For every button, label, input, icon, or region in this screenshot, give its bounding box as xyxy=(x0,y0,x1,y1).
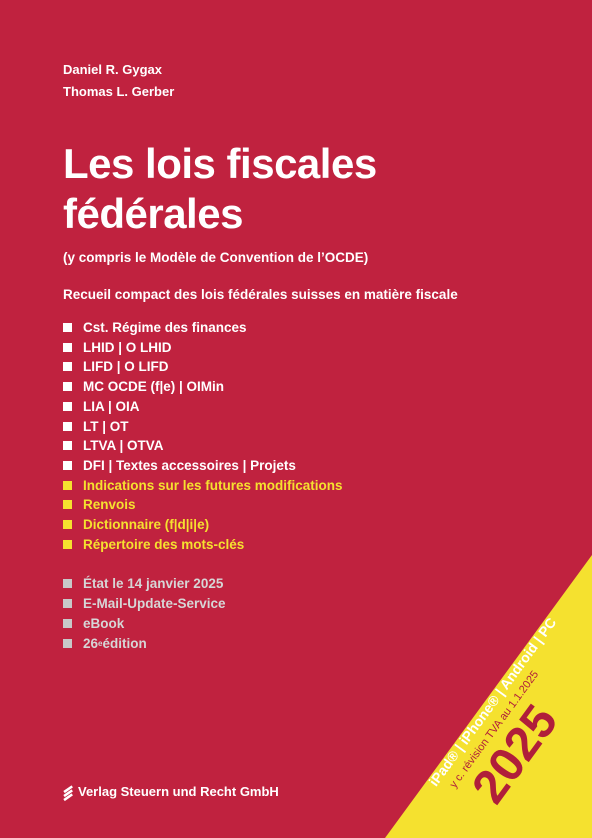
publisher-logo xyxy=(63,785,73,802)
author: Daniel R. Gygax xyxy=(63,62,162,77)
bullet xyxy=(63,638,72,648)
bullet xyxy=(63,441,72,451)
bullet xyxy=(63,382,72,392)
corner-triangle xyxy=(385,555,592,838)
item-text: Cst. Régime des finances xyxy=(83,320,247,335)
bullet xyxy=(63,401,72,411)
title: Les lois fiscales xyxy=(63,140,377,187)
item-text: Indications sur les futures modification… xyxy=(83,477,343,493)
item-text: LIFD | O LIFD xyxy=(83,359,169,375)
list-item: Renvois xyxy=(63,497,136,512)
list-item: DFI | Textes accessoires | Projets xyxy=(63,458,296,473)
list-item: E-Mail-Update-Service xyxy=(63,596,226,611)
item-text: LT | OT xyxy=(83,418,129,434)
bullet xyxy=(63,500,72,510)
item-text: Répertoire des mots-clés xyxy=(83,536,245,552)
list-item: 26 e édition xyxy=(63,636,147,651)
bullet xyxy=(63,579,72,589)
list-item: LHID | O LHID xyxy=(63,340,172,355)
subtitle: (y compris le Modèle de Convention de l’… xyxy=(63,250,369,265)
bullet xyxy=(63,460,72,470)
item-text: eBook xyxy=(83,615,125,631)
list-item: LT | OT xyxy=(63,419,129,434)
item-text: E-Mail-Update-Service xyxy=(83,596,226,612)
bullet xyxy=(63,599,72,609)
bullet xyxy=(63,362,72,372)
bullet xyxy=(63,520,72,529)
item-text: DFI | Textes accessoires | Projets xyxy=(83,457,296,473)
item-text: e xyxy=(98,638,103,648)
bullet xyxy=(63,539,72,549)
list-item: État le 14 janvier 2025 xyxy=(63,576,223,591)
item-text: Renvois xyxy=(83,497,136,513)
list-item: eBook xyxy=(63,616,124,631)
item-text: État le 14 janvier 2025 xyxy=(83,576,224,592)
title: fédérales xyxy=(63,190,243,237)
author: Thomas L. Gerber xyxy=(63,84,175,99)
item-text: Dictionnaire (f|d|i|e) xyxy=(83,517,210,532)
item-text: édition xyxy=(102,635,147,651)
item-text: LHID | O LHID xyxy=(83,339,172,355)
list-item: MC OCDE (f|e) | OIMin xyxy=(63,379,224,394)
item-text: LIA | OIA xyxy=(83,398,140,414)
tagline: Recueil compact des lois fédérales suiss… xyxy=(63,287,458,302)
list-item: Cst. Régime des finances xyxy=(63,320,247,335)
item-text: MC OCDE (f|e) | OIMin xyxy=(83,379,225,395)
bullet xyxy=(63,618,72,628)
list-item: LIFD | O LIFD xyxy=(63,359,169,374)
list-item: Répertoire des mots-clés xyxy=(63,537,244,552)
publisher: Verlag Steuern und Recht GmbH xyxy=(78,784,279,799)
bullet xyxy=(63,342,72,352)
list-item: Indications sur les futures modification… xyxy=(63,478,343,493)
list-item: LIA | OIA xyxy=(63,399,140,414)
list-item: LTVA | OTVA xyxy=(63,438,164,453)
item-text: LTVA | OTVA xyxy=(83,438,164,454)
item-text: 26 xyxy=(83,635,99,651)
bullet xyxy=(63,421,72,431)
bullet xyxy=(63,323,72,332)
list-item: Dictionnaire (f|d|i|e) xyxy=(63,517,209,532)
bullet xyxy=(63,480,72,490)
